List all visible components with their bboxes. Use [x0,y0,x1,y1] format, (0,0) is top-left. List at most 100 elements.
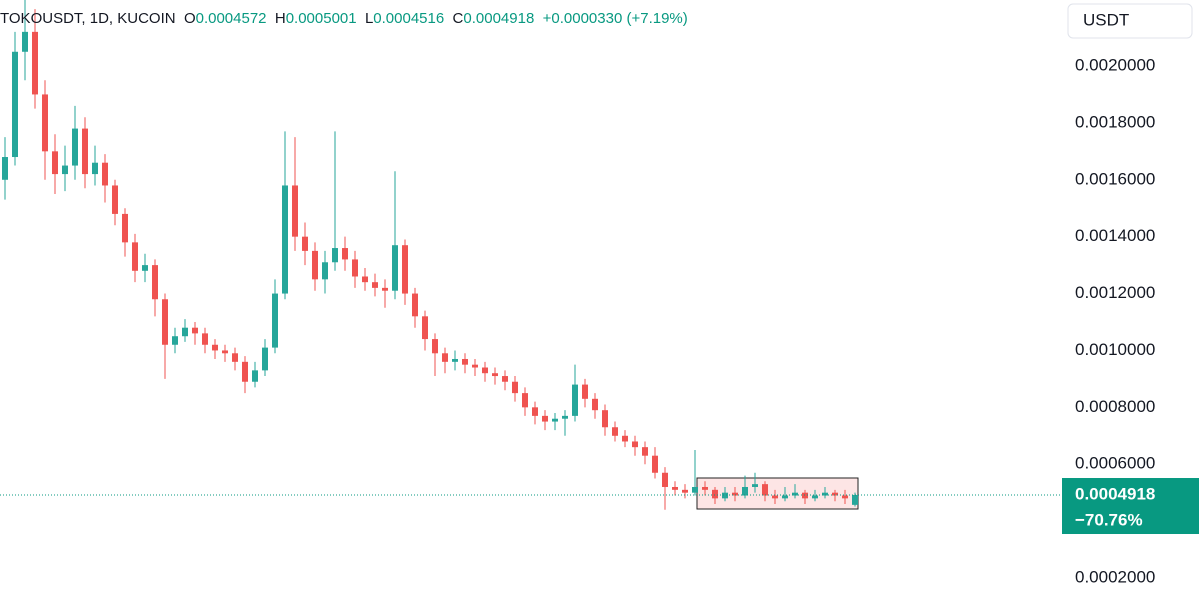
candle-body [162,299,168,345]
y-tick-label: 0.0012000 [1075,283,1155,302]
candle-body [92,162,98,175]
candle-body [372,282,378,288]
candle-body [762,484,768,496]
candle-body [42,94,48,152]
open: 0.0004572 [195,10,267,27]
candle-body [252,370,258,382]
candle-body [562,415,568,419]
candle-body [22,31,28,52]
candle-body [542,415,548,422]
y-tick-label: 0.0010000 [1075,340,1155,359]
candle-body [492,373,498,377]
candle-body [612,427,618,436]
y-tick-label: 0.0002000 [1075,567,1155,586]
candle-body [202,333,208,345]
candle-body [52,151,58,175]
candle-body [102,162,108,186]
candle-body [442,353,448,362]
candle-body [382,287,388,291]
candle-body [812,495,818,499]
candle-body [242,361,248,382]
candle-body [642,447,648,456]
candle-body [32,31,38,95]
candle-body [342,248,348,260]
candle-body [352,259,358,277]
candle-body [742,486,748,496]
y-tick-label: 0.0016000 [1075,169,1155,188]
candle-body [592,398,598,411]
o-label: O [183,10,196,27]
candle-body [622,435,628,442]
candle-body [212,344,218,351]
candle-body [412,293,418,317]
symbol: TOKOUSDT, 1D, KUCOIN [0,10,176,27]
candle-body [782,495,788,499]
candle-body [662,472,668,487]
h-label: H [274,10,286,27]
candle-body [192,327,198,334]
candle-body [62,165,68,175]
candle-body [652,455,658,473]
currency-box[interactable] [1067,3,1193,39]
candle-body [832,492,838,496]
price-label: 0.0004918 [1075,484,1155,503]
candle-body [532,407,538,416]
candle-body [802,492,808,499]
candle-body [792,492,798,496]
candle-body [392,245,398,291]
candle-body [312,250,318,280]
candle-body [752,484,758,487]
candle-body [712,489,718,499]
candle-body [852,495,858,505]
candle-body [172,336,178,345]
y-tick-label: 0.0020000 [1075,55,1155,74]
y-tick-label: 0.0008000 [1075,397,1155,416]
change-label: −70.76% [1075,510,1143,529]
candle-body [732,492,738,496]
l-label: L [364,10,374,27]
candle-body [522,393,528,408]
candle-body [322,262,328,280]
candle-body [402,245,408,294]
candle-body [682,489,688,493]
candle-body [842,495,848,499]
candle-body [552,418,558,422]
close: 0.0004918 [463,10,535,27]
y-tick-label: 0.0018000 [1075,112,1155,131]
change: +0.0000330 (+7.19%) [542,10,688,27]
candle-body [72,128,78,166]
candle-body [632,441,638,448]
candle-body [142,265,148,271]
candle-body [472,364,478,368]
candle-body [132,242,138,271]
candle-body [482,367,488,374]
candle-body [262,347,268,371]
candle-body [362,276,368,283]
legend: TOKOUSDT, 1D, KUCOIN O0.0004572 H0.00050… [0,10,688,27]
price-label-box [1062,478,1199,535]
candle-body [272,293,278,348]
candle-body [432,339,438,354]
candle-body [12,51,18,158]
c-label: C [452,10,464,27]
low: 0.0004516 [373,10,445,27]
y-tick-label: 0.0014000 [1075,226,1155,245]
candle-body [822,492,828,496]
candle-body [422,316,428,340]
candle-body [82,128,88,175]
candle-body [672,486,678,490]
candle-body [572,384,578,416]
candle-body [702,486,708,490]
candle-body [302,236,308,251]
candle-body [282,185,288,294]
candle-body [502,376,508,382]
candle-body [2,157,8,180]
candle-body [232,353,238,362]
currency[interactable]: USDT [1083,10,1129,29]
candle-body [602,410,608,428]
candle-body [512,381,518,394]
candle-body [122,213,128,243]
candle-body [452,358,458,362]
